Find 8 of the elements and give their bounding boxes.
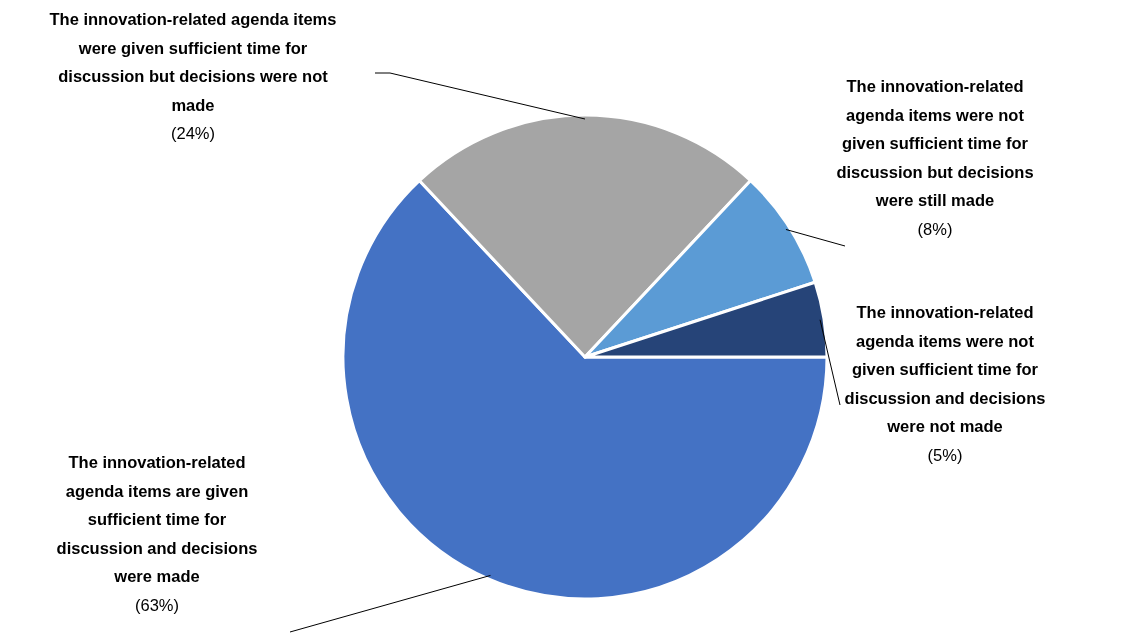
data-label: (24%) — [170, 124, 216, 142]
data-label: (8%) — [917, 219, 953, 238]
slice-label: The innovation-related agenda items were not given sufficient time for discussion but decisions were still made — [836, 77, 1034, 209]
slice-label: The innovation-related agenda items were given sufficient time for discussion but decisions were not made — [49, 10, 337, 114]
slice-label: The innovation-related agenda items were not given sufficient time for discussion and decisions were not made — [844, 303, 1046, 435]
data-label: (5%) — [927, 445, 963, 464]
data-label: (63%) — [134, 595, 180, 614]
slice-label: The innovation-related agenda items are given sufficient time for discussion and decisions were made — [56, 453, 258, 585]
